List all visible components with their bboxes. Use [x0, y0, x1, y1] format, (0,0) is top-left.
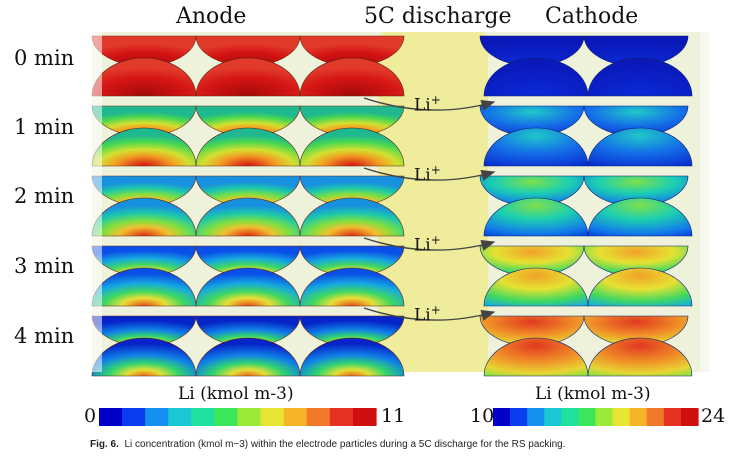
cathode-particle	[483, 197, 589, 237]
cathode-particle	[587, 267, 693, 307]
color-bar-segment	[646, 408, 665, 426]
color-bar-segment	[99, 408, 123, 426]
color-bar-segment	[237, 408, 262, 426]
anode-particle-row	[91, 105, 405, 167]
anode-particle	[195, 127, 301, 167]
color-bar-segment	[122, 408, 146, 426]
cathode-particle-row	[479, 35, 693, 97]
cathode-particle-row	[479, 105, 693, 167]
cathode-particle	[587, 197, 693, 237]
cathode-particle	[483, 127, 589, 167]
anode-scale-max: 11	[381, 405, 406, 427]
anode-scale-title: Li (kmol m-3)	[178, 384, 294, 404]
anode-scale-min: 0	[84, 405, 97, 427]
particle-bands	[88, 32, 714, 377]
color-bar-segment	[544, 408, 562, 426]
time-label: 1 min	[14, 115, 75, 139]
color-bar-segment	[191, 408, 216, 426]
cathode-scale-title: Li (kmol m-3)	[535, 384, 651, 404]
color-bar-segment	[629, 408, 648, 426]
color-bar-segment	[527, 408, 545, 426]
anode-particle	[299, 337, 405, 377]
color-bar-segment	[510, 408, 528, 426]
color-bar-segment	[493, 408, 511, 426]
li-ion-label: Li+	[414, 93, 441, 116]
anode-particle	[195, 337, 301, 377]
edge-fade	[700, 32, 714, 372]
color-bar-segment	[283, 408, 308, 426]
color-bar-segment	[168, 408, 192, 426]
cathode-particle	[483, 267, 589, 307]
color-scales	[99, 408, 699, 426]
color-bar-segment	[612, 408, 631, 426]
anode-particle	[195, 197, 301, 237]
time-label: 0 min	[14, 46, 75, 70]
color-bar-segment	[306, 408, 331, 426]
li-transport-arrow	[363, 237, 496, 251]
li-ion-label: Li+	[414, 233, 441, 256]
anode-header: Anode	[176, 4, 247, 29]
li-transport-arrow	[363, 167, 496, 181]
color-bar-segment	[561, 408, 580, 426]
cathode-particle	[483, 57, 589, 97]
anode-particle	[299, 127, 405, 167]
anode-particle	[299, 57, 405, 97]
cathode-particle	[587, 57, 693, 97]
cathode-particle	[587, 127, 693, 167]
cathode-particle-row	[479, 175, 693, 237]
anode-particle	[195, 267, 301, 307]
cathode-particle	[587, 337, 693, 377]
cathode-particle-row	[479, 245, 693, 307]
cathode-scale-max: 24	[701, 405, 726, 427]
cathode-particle	[483, 337, 589, 377]
li-ion-label: Li+	[414, 163, 441, 186]
color-bar-segment	[214, 408, 239, 426]
edge-fade	[88, 32, 102, 372]
cathode-header: Cathode	[545, 4, 639, 29]
anode-particle-row	[91, 175, 405, 237]
cathode-particle-row	[479, 315, 693, 377]
color-bar-segment	[145, 408, 169, 426]
color-bar-segment	[352, 408, 377, 426]
color-bar-segment	[663, 408, 682, 426]
anode-particle	[299, 197, 405, 237]
anode-particle-row	[91, 315, 405, 377]
color-bar-segment	[260, 408, 285, 426]
anode-particle-row	[91, 245, 405, 307]
cathode-color-bar	[493, 408, 699, 426]
figure-caption: Fig. 6. Li concentration (kmol m−3) with…	[90, 439, 566, 450]
time-label: 3 min	[14, 254, 75, 278]
color-bar-segment	[578, 408, 597, 426]
color-bar-segment	[595, 408, 614, 426]
li-ion-label: Li+	[414, 303, 441, 326]
time-label: 2 min	[14, 184, 75, 208]
anode-particle	[299, 267, 405, 307]
color-bar-segment	[680, 408, 699, 426]
anode-particle	[195, 57, 301, 97]
li-transport-arrow	[363, 307, 496, 321]
discharge-header: 5C discharge	[364, 4, 512, 29]
li-transport-arrow	[363, 97, 496, 111]
time-label: 4 min	[14, 324, 75, 348]
electrolyte-region	[378, 32, 488, 372]
cathode-scale-min: 10	[470, 405, 495, 427]
anode-particle-row	[91, 35, 405, 97]
anode-color-bar	[99, 408, 377, 426]
color-bar-segment	[329, 408, 354, 426]
